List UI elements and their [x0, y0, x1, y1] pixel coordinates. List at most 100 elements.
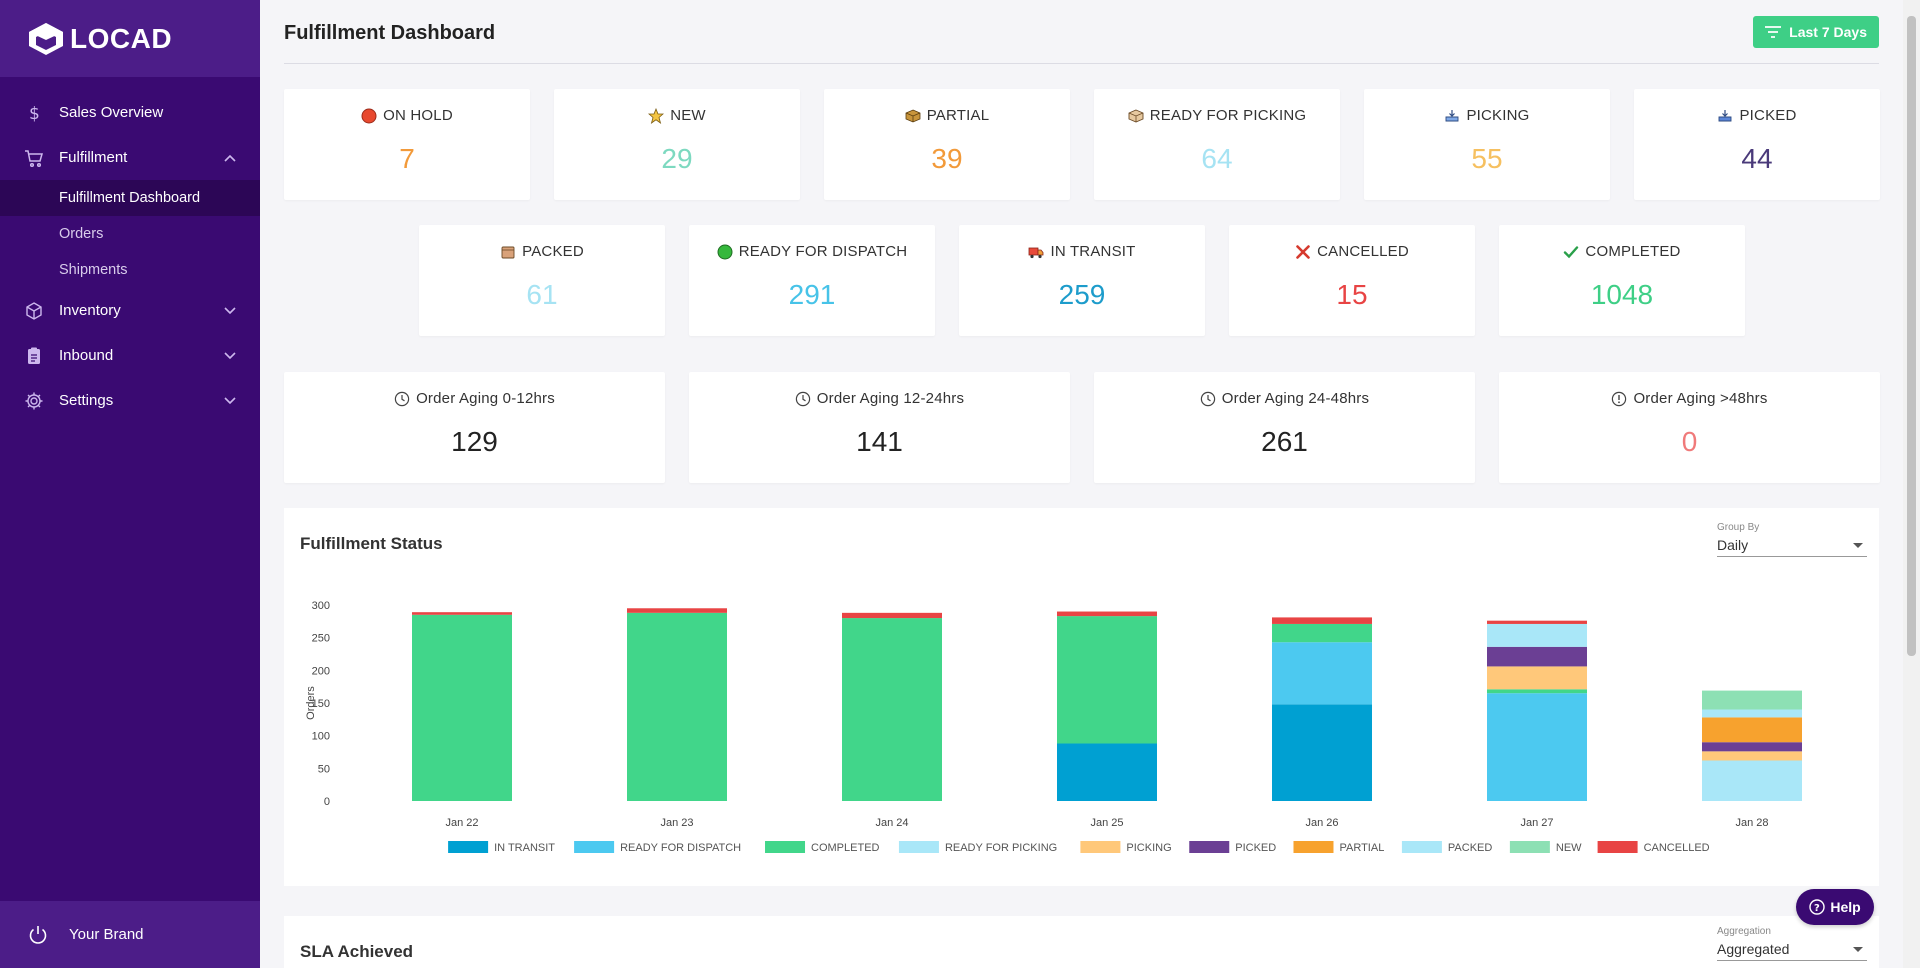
bar-segment[interactable]: [1702, 742, 1802, 752]
bar-segment[interactable]: [1487, 623, 1587, 647]
legend-swatch[interactable]: [1401, 841, 1442, 853]
chevron-up-icon[interactable]: [224, 154, 236, 162]
page-header: Fulfillment Dashboard Last 7 Days: [284, 14, 1879, 64]
sidebar-footer-brand[interactable]: Your Brand: [0, 901, 260, 968]
bar-segment[interactable]: [1487, 666, 1587, 690]
bar-segment[interactable]: [412, 612, 512, 615]
sla-panel: SLA Achieved Aggregation Aggregated: [284, 916, 1879, 968]
y-axis-label: Orders: [305, 686, 317, 720]
y-tick-label: 100: [312, 731, 330, 743]
sidebar-subitem-fulfillment-dashboard[interactable]: Fulfillment Dashboard: [0, 180, 260, 216]
legend-swatch[interactable]: [1509, 841, 1550, 853]
legend-label[interactable]: READY FOR PICKING: [945, 842, 1057, 854]
sidebar-item-settings[interactable]: Settings: [0, 378, 260, 423]
legend-swatch[interactable]: [765, 841, 806, 853]
y-tick-label: 150: [312, 698, 330, 710]
sidebar-subitem-shipments[interactable]: Shipments: [59, 262, 128, 278]
legend-label[interactable]: PARTIAL: [1339, 842, 1384, 854]
bar-segment[interactable]: [1487, 646, 1587, 667]
aging-card[interactable]: Order Aging 24-48hrs 261: [1094, 372, 1475, 483]
aggregation-value[interactable]: Aggregated: [1717, 937, 1867, 961]
aging-card[interactable]: Order Aging 12-24hrs 141: [689, 372, 1070, 483]
legend-label[interactable]: PACKED: [1448, 842, 1492, 854]
bar-segment[interactable]: [1487, 689, 1587, 694]
aging-card[interactable]: Order Aging >48hrs 0: [1499, 372, 1880, 483]
sidebar-item-fulfillment[interactable]: Fulfillment: [0, 135, 260, 180]
legend-label[interactable]: NEW: [1556, 842, 1582, 854]
status-card[interactable]: PICKED 44: [1634, 89, 1880, 200]
power-icon: [29, 925, 47, 944]
bar-segment[interactable]: [1702, 717, 1802, 743]
sidebar-subitem-orders[interactable]: Orders: [59, 226, 104, 242]
status-card[interactable]: PARTIAL 39: [824, 89, 1070, 200]
bar-segment[interactable]: [1272, 617, 1372, 624]
status-card[interactable]: READY FOR PICKING 64: [1094, 89, 1340, 200]
bar-segment[interactable]: [1057, 611, 1157, 617]
bar-segment[interactable]: [1272, 704, 1372, 801]
legend-label[interactable]: CANCELLED: [1644, 842, 1710, 854]
chevron-down-icon[interactable]: [224, 351, 236, 360]
status-card[interactable]: CANCELLED 15: [1229, 225, 1475, 336]
chevron-down-icon[interactable]: [224, 306, 236, 315]
sidebar-nav: $ Sales Overview Fulfillment Fulfillment…: [0, 77, 260, 423]
bar-segment[interactable]: [1702, 760, 1802, 801]
legend-swatch[interactable]: [448, 841, 489, 853]
group-by-select[interactable]: Group By Daily: [1717, 522, 1867, 557]
status-card[interactable]: PACKED 61: [419, 225, 665, 336]
legend-label[interactable]: PICKED: [1235, 842, 1276, 854]
help-button[interactable]: ? Help: [1796, 889, 1874, 925]
chevron-down-icon[interactable]: [224, 396, 236, 405]
legend-swatch[interactable]: [1597, 841, 1638, 853]
legend-swatch[interactable]: [574, 841, 615, 853]
bar-segment[interactable]: [1272, 623, 1372, 643]
status-card-label-text: PICKED: [1739, 107, 1797, 124]
status-card-value: 55: [1471, 143, 1503, 174]
legend-swatch[interactable]: [1293, 841, 1334, 853]
aggregation-select[interactable]: Aggregation Aggregated: [1717, 926, 1867, 961]
sidebar-item-sales-overview[interactable]: $ Sales Overview: [0, 90, 260, 135]
date-filter-button[interactable]: Last 7 Days: [1753, 16, 1879, 48]
group-by-value[interactable]: Daily: [1717, 533, 1867, 557]
bar-segment[interactable]: [1057, 743, 1157, 801]
legend-label[interactable]: READY FOR DISPATCH: [620, 842, 741, 854]
bar-segment[interactable]: [1487, 620, 1587, 624]
status-card[interactable]: PICKING 55: [1364, 89, 1610, 200]
bar-segment[interactable]: [842, 618, 942, 801]
sidebar-item-inventory[interactable]: Inventory: [0, 288, 260, 333]
brand-header[interactable]: LOCAD: [0, 0, 260, 77]
bar-segment[interactable]: [1702, 751, 1802, 761]
status-card-label-text: NEW: [670, 107, 706, 124]
legend-label[interactable]: IN TRANSIT: [494, 842, 555, 854]
bar-segment[interactable]: [1487, 693, 1587, 801]
status-card[interactable]: READY FOR DISPATCH 291: [689, 225, 935, 336]
legend-label[interactable]: PICKING: [1126, 842, 1171, 854]
scrollbar-thumb[interactable]: [1907, 16, 1916, 656]
status-card-value: 291: [788, 279, 836, 310]
legend-label[interactable]: COMPLETED: [811, 842, 880, 854]
page-scrollbar[interactable]: [1903, 0, 1920, 968]
gear-icon: [24, 391, 44, 411]
bar-segment[interactable]: [1702, 709, 1802, 718]
bar-segment[interactable]: [627, 612, 727, 801]
legend-swatch[interactable]: [1189, 841, 1230, 853]
date-filter-label: Last 7 Days: [1789, 24, 1867, 40]
status-card[interactable]: NEW 29: [554, 89, 800, 200]
aggregation-label: Aggregation: [1717, 926, 1771, 937]
status-card-label: CANCELLED: [1229, 243, 1475, 260]
bar-segment[interactable]: [1057, 616, 1157, 744]
bar-segment[interactable]: [627, 608, 727, 613]
sidebar-item-inbound[interactable]: Inbound: [0, 333, 260, 378]
aging-card[interactable]: Order Aging 0-12hrs 129: [284, 372, 665, 483]
status-card[interactable]: IN TRANSIT 259: [959, 225, 1205, 336]
status-card[interactable]: COMPLETED 1048: [1499, 225, 1745, 336]
bar-segment[interactable]: [842, 612, 942, 619]
legend-swatch[interactable]: [1080, 841, 1121, 853]
status-card[interactable]: ON HOLD 7: [284, 89, 530, 200]
status-card-label: READY FOR PICKING: [1094, 107, 1340, 124]
bar-segment[interactable]: [412, 614, 512, 801]
bar-segment[interactable]: [1702, 690, 1802, 710]
status-card-value: 1048: [1590, 279, 1654, 310]
legend-swatch[interactable]: [898, 841, 939, 853]
bar-segment[interactable]: [1272, 642, 1372, 705]
status-card-label: PICKED: [1634, 107, 1880, 124]
